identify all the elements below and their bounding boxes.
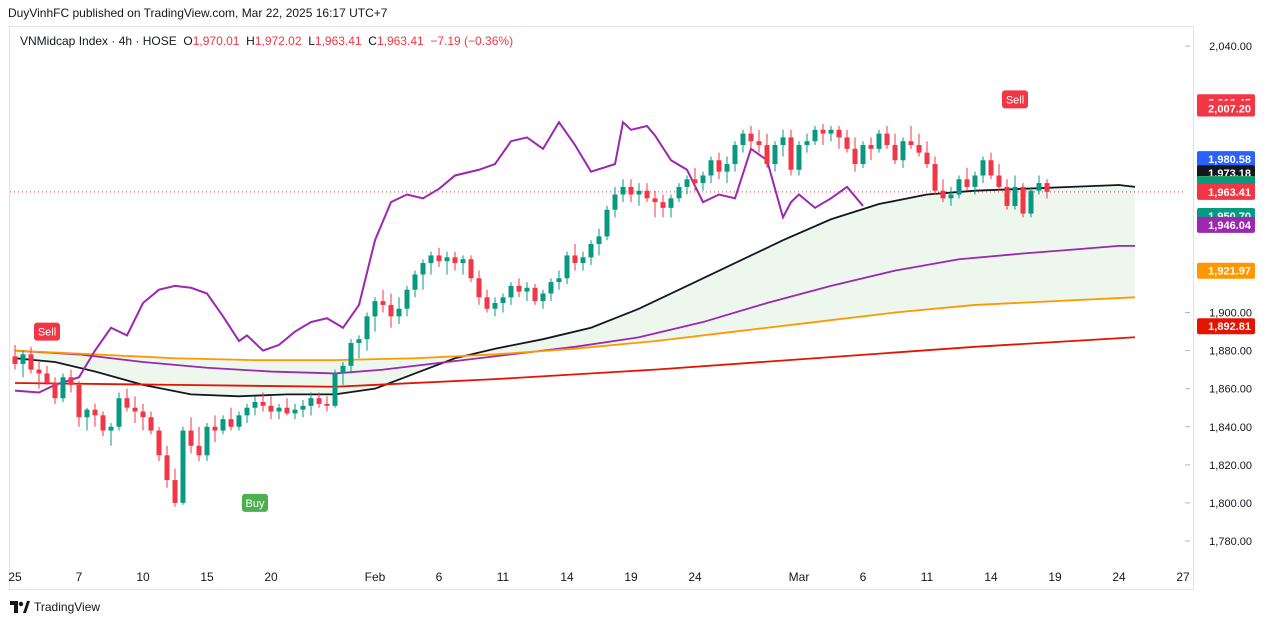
footer-brand: TradingView <box>34 600 101 614</box>
publisher-line: DuyVinhFC published on TradingView.com, … <box>8 6 388 20</box>
y-tick-label: 1,880.00 <box>1209 346 1252 358</box>
price-label: 1,973.18 <box>1208 168 1251 180</box>
price-label: 1,963.41 <box>1208 187 1251 199</box>
y-tick-label: 2,040.00 <box>1209 41 1252 53</box>
y-tick-label: 1,820.00 <box>1209 460 1252 472</box>
footer: TradingView <box>10 600 100 614</box>
close-value: 1,963.41 <box>376 34 424 48</box>
price-label-box <box>1197 318 1255 335</box>
price-label-box <box>1197 262 1255 279</box>
price-label: 1,921.97 <box>1208 266 1251 278</box>
y-tick-label: 1,800.00 <box>1209 498 1252 510</box>
price-label-box <box>1197 100 1255 117</box>
price-label-box <box>1197 216 1255 233</box>
open-value: 1,970.01 <box>192 34 240 48</box>
price-label: 1,980.58 <box>1208 154 1251 166</box>
price-label: 1,965.57 <box>1208 183 1251 195</box>
open-label: O <box>183 34 193 48</box>
low-label: L <box>308 34 315 48</box>
price-label-box <box>1197 179 1255 196</box>
chart-frame <box>9 26 1194 590</box>
price-label-box <box>1197 176 1255 193</box>
high-value: 1,972.02 <box>254 34 302 48</box>
price-label-box <box>1197 183 1255 200</box>
y-tick-label: 1,780.00 <box>1209 536 1252 548</box>
high-label: H <box>246 34 255 48</box>
price-label-box <box>1197 151 1255 168</box>
change-value: −7.19 (−0.36%) <box>430 34 514 48</box>
y-tick-label: 1,900.00 <box>1209 308 1252 320</box>
price-label-box <box>1197 176 1255 193</box>
price-label-box <box>1197 94 1255 111</box>
symbol-name[interactable]: VNMidcap Index · 4h · HOSE <box>20 34 177 48</box>
low-value: 1,963.41 <box>314 34 362 48</box>
close-label: C <box>368 34 377 48</box>
price-label: 2,007.20 <box>1208 103 1251 115</box>
price-label: 1,967.21 <box>1208 180 1251 192</box>
price-label-box <box>1197 165 1255 182</box>
ohlc-legend: VNMidcap Index · 4h · HOSE O1,970.01 H1,… <box>20 34 513 48</box>
price-label: 1,946.04 <box>1208 220 1252 232</box>
y-tick-label: 1,840.00 <box>1209 422 1252 434</box>
y-tick-label: 1,860.00 <box>1209 384 1252 396</box>
price-label: 2,010.45 <box>1208 97 1251 109</box>
price-label-box <box>1197 208 1255 225</box>
tradingview-logo-icon <box>10 601 30 613</box>
price-label: 1,892.81 <box>1208 321 1251 333</box>
price-label: 1,967.52 <box>1208 179 1251 191</box>
price-label: 1,950.70 <box>1208 211 1251 223</box>
